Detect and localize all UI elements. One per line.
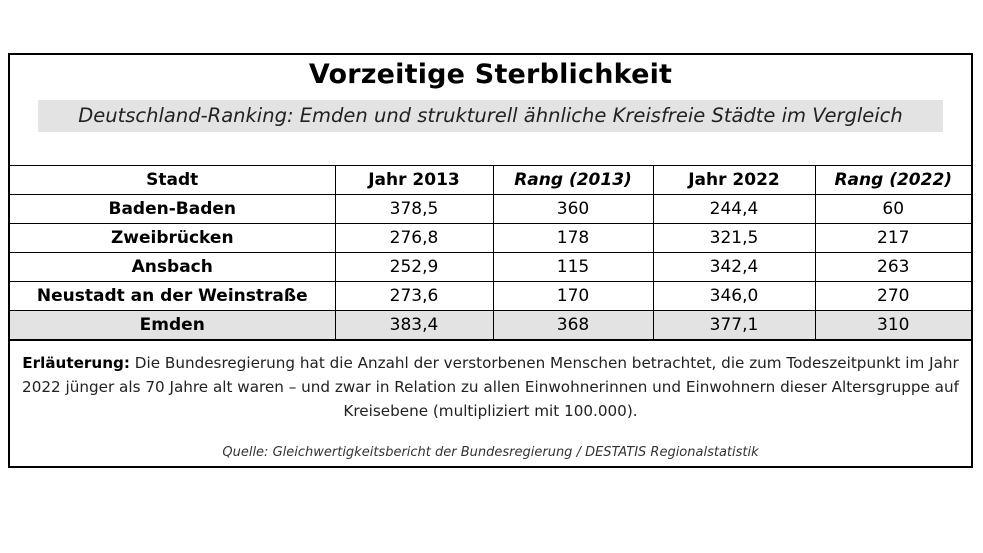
infographic-frame: Vorzeitige Sterblichkeit Deutschland-Ran… — [8, 53, 973, 468]
table-row: Neustadt an der Weinstraße 273,6 170 346… — [10, 281, 971, 311]
cell-value-2013: 378,5 — [334, 194, 494, 224]
cell-rank-2013: 170 — [492, 281, 654, 311]
header-jahr-2022: Jahr 2022 — [652, 165, 816, 195]
cell-rank-2022: 310 — [814, 310, 971, 341]
table-row: Zweibrücken 276,8 178 321,5 217 — [10, 223, 971, 253]
subtitle-banner: Deutschland-Ranking: Emden und strukture… — [38, 100, 943, 132]
table-row: Baden-Baden 378,5 360 244,4 60 — [10, 194, 971, 224]
table-row-highlighted: Emden 383,4 368 377,1 310 — [10, 310, 971, 341]
cell-city: Neustadt an der Weinstraße — [10, 281, 336, 311]
explanation-note: Erläuterung: Die Bundesregierung hat die… — [16, 351, 965, 423]
cell-city: Baden-Baden — [10, 194, 336, 224]
cell-value-2022: 321,5 — [652, 223, 816, 253]
cell-value-2013: 383,4 — [334, 310, 494, 341]
cell-rank-2013: 115 — [492, 252, 654, 282]
cell-value-2013: 252,9 — [334, 252, 494, 282]
table-row: Ansbach 252,9 115 342,4 263 — [10, 252, 971, 282]
source-line: Quelle: Gleichwertigkeitsbericht der Bun… — [222, 445, 759, 460]
page-title: Vorzeitige Sterblichkeit — [308, 59, 673, 90]
cell-value-2022: 377,1 — [652, 310, 816, 341]
table-header-row: Stadt Jahr 2013 Rang (2013) Jahr 2022 Ra… — [10, 165, 971, 195]
cell-rank-2013: 178 — [492, 223, 654, 253]
explanation-label: Erläuterung: — [22, 354, 130, 372]
cell-city: Emden — [10, 310, 336, 341]
header-stadt: Stadt — [10, 165, 336, 195]
cell-value-2013: 273,6 — [334, 281, 494, 311]
ranking-table: Stadt Jahr 2013 Rang (2013) Jahr 2022 Ra… — [10, 165, 971, 341]
cell-value-2022: 346,0 — [652, 281, 816, 311]
header-rang-2013: Rang (2013) — [492, 165, 654, 195]
cell-rank-2013: 360 — [492, 194, 654, 224]
cell-rank-2013: 368 — [492, 310, 654, 341]
cell-rank-2022: 60 — [814, 194, 971, 224]
cell-value-2022: 244,4 — [652, 194, 816, 224]
header-rang-2022: Rang (2022) — [814, 165, 971, 195]
cell-rank-2022: 270 — [814, 281, 971, 311]
cell-value-2022: 342,4 — [652, 252, 816, 282]
explanation-text: Die Bundesregierung hat die Anzahl der v… — [22, 354, 959, 420]
cell-city: Ansbach — [10, 252, 336, 282]
cell-rank-2022: 217 — [814, 223, 971, 253]
cell-value-2013: 276,8 — [334, 223, 494, 253]
cell-rank-2022: 263 — [814, 252, 971, 282]
header-jahr-2013: Jahr 2013 — [334, 165, 494, 195]
cell-city: Zweibrücken — [10, 223, 336, 253]
